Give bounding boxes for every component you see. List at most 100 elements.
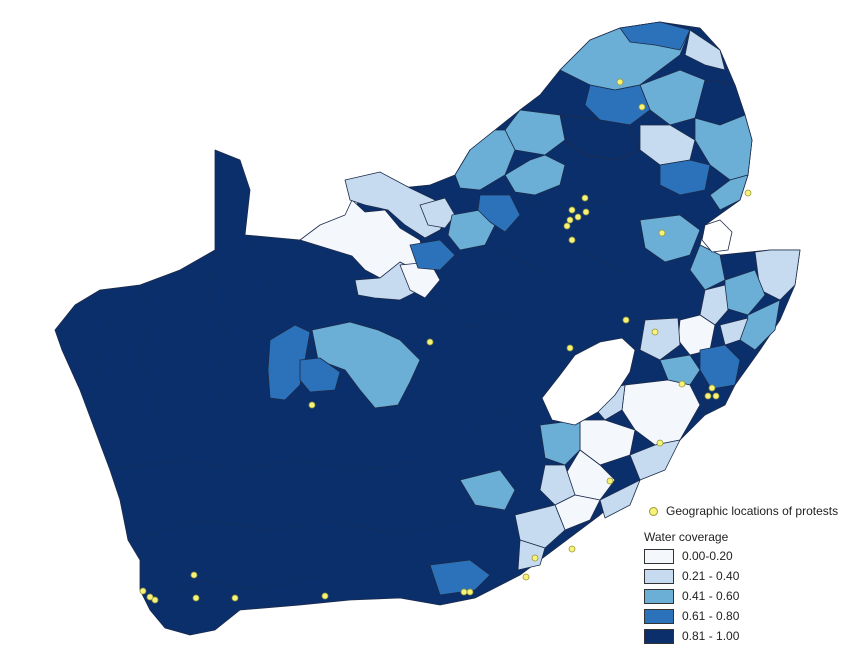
- protest-dot: [466, 588, 474, 596]
- eswatini: [701, 219, 733, 253]
- region-ne-15: [477, 194, 521, 233]
- protest-dot: [426, 338, 434, 346]
- protest-points: [139, 78, 752, 604]
- border-line: [209, 249, 231, 421]
- region-ne-7: [559, 114, 641, 161]
- region-ne-13: [504, 154, 566, 196]
- protest-dot: [622, 316, 630, 324]
- border-line: [149, 574, 321, 611]
- lesotho: [541, 337, 636, 426]
- legend-bin-label: 0.21 - 0.40: [682, 569, 740, 583]
- protest-dot: [192, 594, 200, 602]
- region-ne-17: [709, 174, 749, 211]
- border-line: [449, 399, 536, 441]
- region-ne-6: [584, 84, 651, 126]
- protest-dot: [581, 194, 589, 202]
- protest-dot: [708, 384, 716, 392]
- protest-dot: [574, 213, 582, 221]
- border-line: [139, 284, 161, 441]
- legend-bin-label: 0.61 - 0.80: [682, 609, 740, 623]
- region-ne-11: [659, 159, 711, 196]
- protest-dot: [658, 229, 666, 237]
- region-ec-10: [459, 469, 516, 511]
- region-central-mid-3: [299, 357, 341, 393]
- internal-borders: [94, 199, 651, 611]
- legend-title: Water coverage: [644, 530, 729, 544]
- border-line: [429, 299, 531, 341]
- region-ec-13: [599, 479, 641, 519]
- protest-dot: [531, 554, 539, 562]
- protest-dot: [616, 78, 624, 86]
- protest-dot: [321, 592, 329, 600]
- region-ne-12: [454, 129, 516, 191]
- region-northwest-pale-3: [419, 197, 456, 229]
- map-legend: Geographic locations of protests Water c…: [644, 500, 850, 646]
- protest-dot: [606, 477, 614, 485]
- protest-dot: [651, 328, 659, 336]
- legend-bins: 0.00-0.20 0.21 - 0.40 0.41 - 0.60 0.61 - 0.…: [644, 546, 850, 646]
- legend-bin: 0.61 - 0.80: [644, 606, 850, 626]
- region-kzn-10: [704, 384, 736, 416]
- protest-dot: [522, 573, 530, 581]
- protest-dot: [568, 206, 576, 214]
- region-kzn-8: [659, 354, 701, 386]
- border-line: [94, 289, 111, 401]
- protest-dot: [568, 236, 576, 244]
- legend-bin-label: 0.00-0.20: [682, 549, 733, 563]
- region-ne-19: [689, 244, 726, 291]
- protest-marker-icon: [649, 506, 658, 516]
- legend-bin-label: 0.41 - 0.60: [682, 589, 740, 603]
- legend-swatch: [644, 608, 674, 624]
- border-line: [109, 459, 421, 471]
- legend-swatch: [644, 568, 674, 584]
- protest-dot: [568, 545, 576, 553]
- region-ec-12: [429, 559, 491, 596]
- protest-dot: [151, 596, 159, 604]
- region-ne-18: [639, 214, 701, 263]
- legend-swatch: [644, 628, 674, 644]
- protest-dot: [744, 189, 752, 197]
- legend-bin: 0.00-0.20: [644, 546, 850, 566]
- protest-dot: [460, 588, 468, 596]
- municipality-regions: [54, 21, 801, 636]
- legend-swatch: [644, 588, 674, 604]
- protest-dot: [704, 392, 712, 400]
- legend-bin: 0.41 - 0.60: [644, 586, 850, 606]
- region-ec-9: [514, 504, 566, 549]
- region-kzn-3: [699, 284, 729, 326]
- region-ne-2: [619, 21, 691, 51]
- region-kzn-9: [719, 317, 749, 346]
- legend-protest-label: Geographic locations of protests: [666, 504, 839, 518]
- legend-bin: 0.81 - 1.00: [644, 626, 850, 646]
- region-central-mid: [267, 324, 311, 401]
- protest-dot: [712, 392, 720, 400]
- border-line: [129, 519, 461, 541]
- protest-dot: [656, 439, 664, 447]
- protest-dot: [678, 380, 686, 388]
- border-line: [519, 199, 631, 216]
- region-northwest-light: [299, 199, 426, 279]
- region-ne-3: [684, 29, 726, 71]
- protest-dot: [146, 593, 154, 601]
- protest-dot: [308, 401, 316, 409]
- region-ne-16: [409, 239, 456, 271]
- protest-dot: [231, 594, 239, 602]
- border-line: [249, 234, 271, 341]
- protest-dot: [190, 571, 198, 579]
- protest-dot: [566, 216, 574, 224]
- legend-protest-entry: Geographic locations of protests: [649, 500, 850, 522]
- legend-swatch: [644, 548, 674, 564]
- legend-bin-label: 0.81 - 1.00: [682, 629, 740, 643]
- region-ec-4: [629, 439, 681, 481]
- legend-bin: 0.21 - 0.40: [644, 566, 850, 586]
- region-central-mid-2: [311, 321, 421, 409]
- border-line: [499, 249, 651, 271]
- region-ec-11: [517, 539, 546, 571]
- region-kzn-6: [639, 317, 681, 361]
- protest-dot: [582, 208, 590, 216]
- protest-dot: [563, 222, 571, 230]
- protest-dot: [638, 103, 646, 111]
- protest-dot: [139, 587, 147, 595]
- region-northwest-pale: [344, 171, 451, 239]
